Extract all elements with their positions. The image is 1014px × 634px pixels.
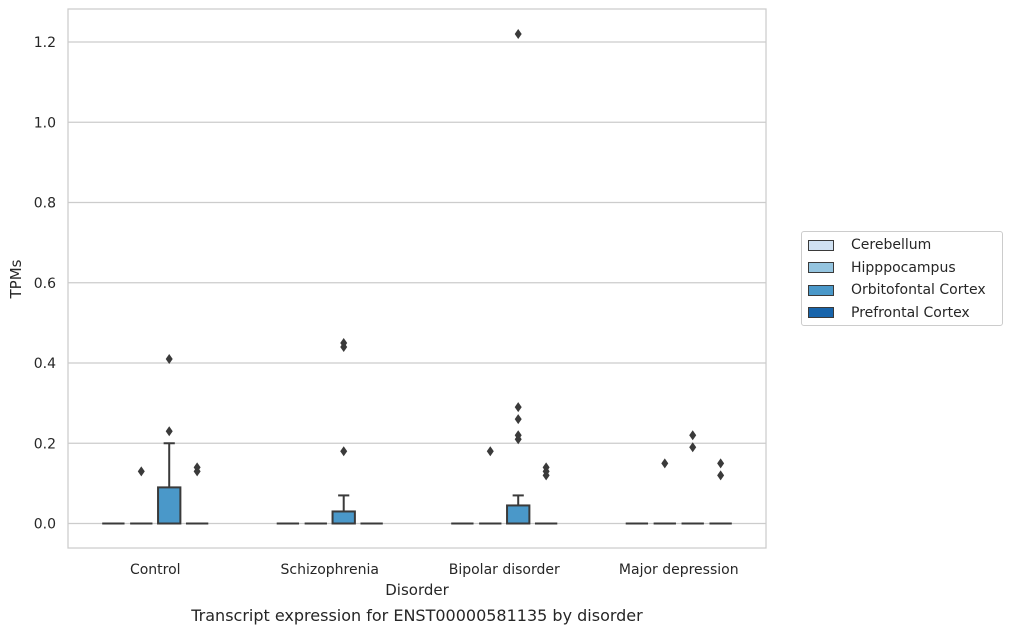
outlier-point [514,414,522,425]
box-group [534,462,558,525]
outlier-point [717,458,725,469]
y-tick-label: 1.0 [34,115,56,131]
outlier-point [165,353,173,364]
y-tick-label: 0.0 [34,517,56,533]
legend-label: Prefrontal Cortex [851,304,970,321]
outlier-point [514,28,522,39]
outlier-point [661,458,669,469]
legend-swatch [808,284,834,296]
y-tick-labels: 0.0 0.2 0.4 0.6 0.8 1.0 1.2 [34,35,56,533]
outlier-point [486,446,494,457]
legend-item: Hipppocampus [808,258,956,278]
box-group [709,458,732,525]
legend: Cerebellum Hipppocampus Orbitofontal Corte… [801,231,1003,326]
x-axis-label: Disorder [385,581,449,599]
x-tick-label: Control [130,562,181,578]
x-tick-labels: Control Schizophrenia Bipolar disorder Majo… [130,562,739,578]
outlier-point [137,466,145,477]
box-group [479,446,502,525]
outlier-point [165,426,173,437]
y-tick-label: 0.2 [34,436,56,452]
box [331,510,356,525]
box-layer [102,28,732,525]
x-tick-label: Major depression [619,562,739,578]
outlier-point [340,446,348,457]
y-axis-label: TPMs [7,259,25,299]
outlier-point [193,462,201,473]
gridlines [68,41,766,525]
outlier-point [542,462,550,473]
box [157,486,182,525]
box-group [185,462,209,525]
legend-swatch [808,239,834,251]
y-tick-label: 0.8 [34,196,56,212]
legend-item: Cerebellum [808,235,931,255]
x-tick-label: Schizophrenia [281,562,379,578]
legend-label: Hipppocampus [851,259,956,276]
box-group [157,353,182,525]
outlier-point [514,430,522,441]
legend-item: Orbitofontal Cortex [808,280,986,300]
legend-swatch [808,262,834,274]
box-group [331,337,356,525]
outlier-point [689,430,697,441]
y-tick-label: 0.4 [34,356,56,372]
legend-item: Prefrontal Cortex [808,303,970,323]
y-tick-label: 0.6 [34,276,56,292]
plot-frame [67,8,767,549]
x-tick-label: Bipolar disorder [449,562,560,578]
legend-swatch [808,307,834,319]
chart-caption: Transcript expression for ENST0000058113… [191,606,643,625]
box-group [681,430,704,525]
outlier-point [689,442,697,453]
box-group [506,28,531,525]
y-tick-label: 1.2 [34,35,56,51]
legend-label: Cerebellum [851,237,932,253]
box [506,504,531,525]
box-group [130,466,153,525]
box-group [653,458,676,525]
outlier-point [717,470,725,481]
outlier-point [340,337,348,348]
outlier-point [514,402,522,413]
legend-label: Orbitofontal Cortex [851,282,986,299]
